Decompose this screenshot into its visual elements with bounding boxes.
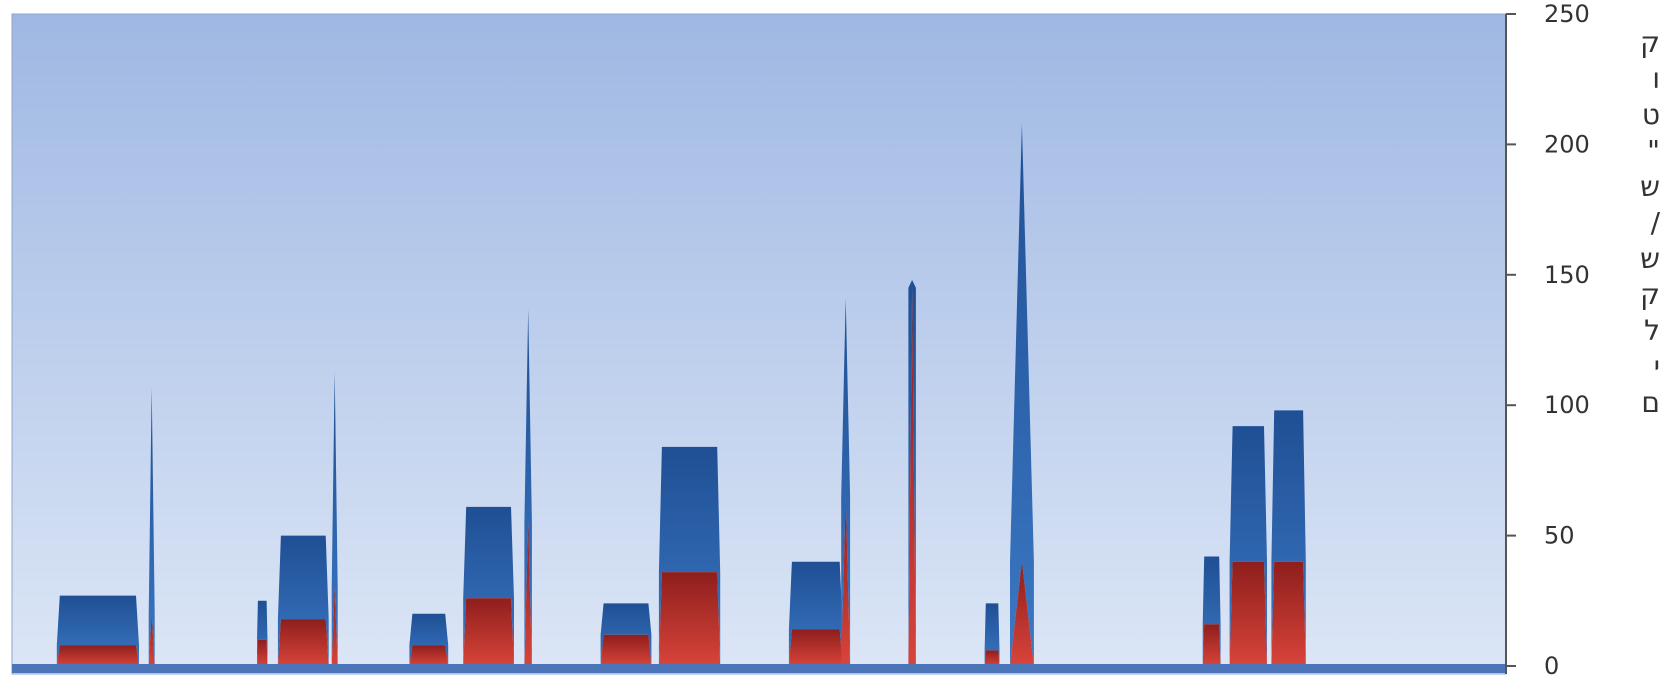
side-text-glyph: ק (1640, 278, 1660, 311)
side-text-glyph: ק (1640, 26, 1660, 59)
series-blue-segment (658, 446, 721, 666)
series-red-segment (658, 572, 721, 666)
series-blue-segment (56, 595, 139, 666)
series-blue-segment (277, 535, 329, 666)
series-blue-segment (1229, 426, 1267, 666)
series-blue-segment (148, 386, 155, 666)
series-blue-segment (331, 371, 338, 666)
series-red-segment (788, 629, 843, 666)
y-tick-label: 50 (1544, 522, 1575, 550)
series-red-segment (331, 587, 338, 666)
series-red-segment (600, 634, 652, 666)
series-red-segment (1229, 561, 1267, 666)
side-text-glyph: " (1647, 134, 1660, 167)
series-red-segment (984, 650, 1000, 666)
series-blue-segment (257, 600, 268, 666)
series-blue-segment (984, 603, 1000, 666)
series-red-segment (524, 522, 532, 666)
series-red-segment (908, 287, 916, 666)
side-text-glyph: ל (1644, 314, 1660, 347)
side-text-glyph: ם (1641, 386, 1660, 419)
series-blue-segment (908, 280, 916, 666)
series-blue-segment (841, 298, 851, 666)
y-axis-ticks: 0 50 100 150 200 250 (1506, 0, 1590, 680)
series-red-segment (841, 496, 851, 666)
series-red-segment (463, 598, 514, 666)
y-tick-label: 250 (1544, 0, 1590, 28)
series-red-segment (1202, 624, 1221, 666)
series-red-segment (1271, 561, 1306, 666)
series-blue-segment (788, 561, 843, 666)
series-blue-segment (409, 613, 449, 666)
y-tick-label: 150 (1544, 261, 1590, 289)
series-red-segment (148, 613, 155, 666)
y-tick-label: 0 (1544, 652, 1559, 680)
series-red-segment (56, 645, 139, 666)
floor-strip (12, 664, 1506, 673)
series-blue-segment (463, 506, 514, 666)
side-text-glyph: ו (1652, 62, 1660, 95)
side-text-glyph: ש (1640, 242, 1660, 275)
series-red-segment (1010, 561, 1034, 666)
series-blue-segment (1010, 123, 1034, 666)
y-tick-label: 200 (1544, 130, 1590, 158)
series-red-segment (277, 619, 329, 666)
series-blue-segment (1271, 410, 1306, 666)
side-text-glyph: / (1651, 206, 1661, 239)
series-red-segment (257, 639, 268, 666)
series-blue-segment (1202, 556, 1221, 666)
side-text-glyph: י (1654, 350, 1660, 383)
series-red-segment (409, 645, 449, 666)
y-tick-label: 100 (1544, 391, 1590, 419)
series-blue-segment (524, 308, 532, 666)
side-text-glyph: ט (1642, 98, 1660, 131)
series-layer (56, 123, 1306, 666)
side-text-glyph: ש (1640, 170, 1660, 203)
